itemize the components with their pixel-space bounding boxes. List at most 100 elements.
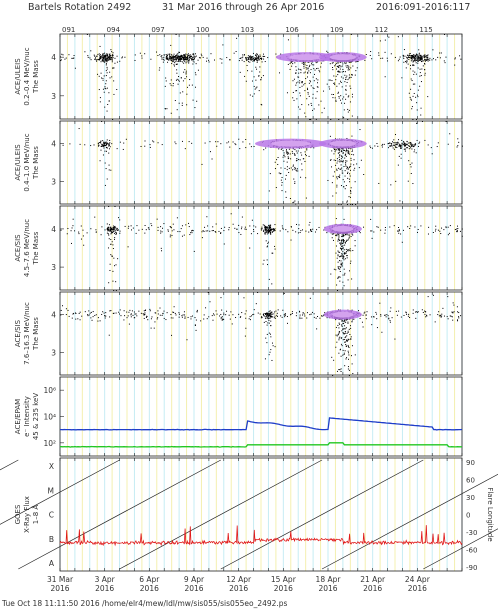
data-point — [304, 153, 306, 155]
data-point — [95, 55, 97, 57]
data-point — [440, 233, 442, 235]
data-point — [203, 230, 205, 232]
data-point — [172, 55, 174, 57]
data-point — [408, 148, 410, 150]
data-point — [351, 74, 353, 76]
data-point — [338, 83, 340, 85]
data-point — [107, 247, 109, 249]
data-point — [174, 61, 176, 63]
data-point — [235, 50, 237, 52]
data-point — [253, 59, 255, 61]
data-point — [339, 168, 341, 170]
data-point — [185, 72, 187, 74]
data-point — [259, 57, 261, 59]
density-core — [329, 140, 356, 147]
data-point — [267, 245, 269, 247]
data-point — [208, 61, 210, 63]
data-point — [266, 246, 268, 248]
header-dates: 31 Mar 2016 through 26 Apr 2016 — [162, 2, 324, 13]
data-point — [312, 228, 314, 230]
data-point — [461, 145, 463, 147]
data-point — [403, 148, 405, 150]
data-point — [408, 145, 410, 147]
data-point — [105, 64, 107, 66]
data-point — [434, 230, 436, 232]
data-point — [277, 157, 279, 159]
data-point — [178, 55, 180, 57]
data-point — [338, 276, 340, 278]
data-point — [427, 60, 429, 62]
data-point — [404, 145, 406, 147]
data-point — [454, 228, 456, 230]
data-point — [415, 152, 417, 154]
data-point — [248, 59, 250, 61]
data-point — [64, 58, 66, 60]
data-point — [408, 92, 410, 94]
data-point — [380, 57, 382, 59]
data-point — [220, 232, 222, 234]
data-point — [327, 51, 329, 53]
data-point — [313, 68, 315, 70]
data-point — [243, 61, 245, 63]
data-point — [353, 154, 355, 156]
data-point — [110, 55, 112, 57]
data-point — [169, 236, 171, 238]
data-point — [165, 77, 167, 79]
data-point — [337, 266, 339, 268]
data-point — [340, 260, 342, 262]
data-point — [102, 154, 104, 156]
data-point — [132, 227, 134, 229]
data-point — [267, 229, 269, 231]
data-point — [351, 135, 353, 137]
data-point — [109, 139, 111, 141]
data-point — [122, 148, 124, 150]
data-point — [348, 196, 350, 198]
data-point — [104, 87, 106, 89]
data-point — [295, 84, 297, 86]
data-point — [134, 59, 136, 61]
data-point — [346, 166, 348, 168]
data-point — [342, 235, 344, 237]
data-point — [339, 239, 341, 241]
data-point — [363, 173, 365, 175]
data-point — [399, 146, 401, 148]
data-point — [304, 64, 306, 66]
data-point — [401, 142, 403, 144]
data-point — [72, 218, 74, 220]
data-point — [256, 60, 258, 62]
data-point — [301, 82, 303, 84]
data-point — [343, 117, 345, 119]
data-point — [109, 58, 111, 60]
data-point — [349, 248, 351, 250]
data-point — [130, 225, 132, 227]
data-point — [240, 228, 242, 230]
data-point — [454, 64, 456, 66]
data-point — [341, 242, 343, 244]
data-point — [186, 93, 188, 95]
data-point — [274, 248, 276, 250]
data-point — [242, 54, 244, 56]
data-point — [138, 229, 140, 231]
data-point — [318, 226, 320, 228]
data-point — [435, 59, 437, 61]
data-point — [68, 54, 70, 56]
data-point — [108, 148, 110, 150]
data-point — [175, 59, 177, 61]
data-point — [282, 227, 284, 229]
data-point — [425, 60, 427, 62]
data-point — [172, 59, 174, 61]
data-point — [395, 145, 397, 147]
data-point — [409, 96, 411, 98]
data-point — [376, 143, 378, 145]
data-point — [332, 97, 334, 99]
data-point — [346, 200, 348, 202]
data-point — [427, 59, 429, 61]
data-point — [278, 172, 280, 174]
data-point — [387, 147, 389, 149]
data-point — [447, 226, 449, 228]
data-point — [262, 75, 264, 77]
data-point — [287, 63, 289, 65]
data-point — [345, 88, 347, 90]
data-point — [312, 97, 314, 99]
data-point — [342, 256, 344, 258]
